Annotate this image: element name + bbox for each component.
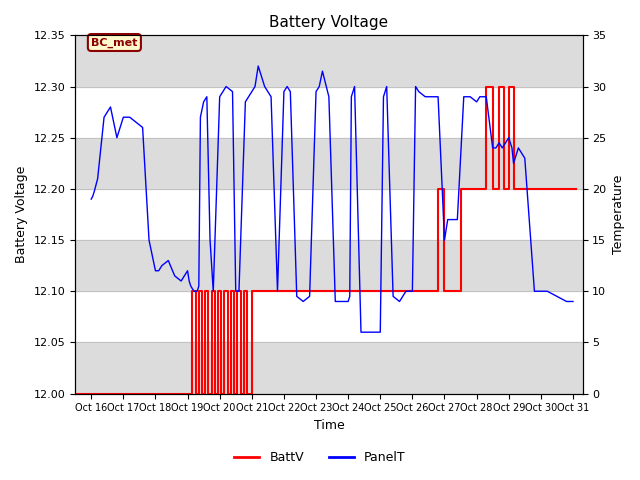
Bar — [75, 240, 582, 291]
Title: Battery Voltage: Battery Voltage — [269, 15, 388, 30]
Bar — [75, 36, 582, 86]
X-axis label: Time: Time — [314, 419, 344, 432]
Y-axis label: Temperature: Temperature — [612, 175, 625, 254]
Bar — [75, 342, 582, 394]
Y-axis label: Battery Voltage: Battery Voltage — [15, 166, 28, 263]
Bar — [75, 138, 582, 189]
Legend: BattV, PanelT: BattV, PanelT — [229, 446, 411, 469]
Text: BC_met: BC_met — [92, 37, 138, 48]
